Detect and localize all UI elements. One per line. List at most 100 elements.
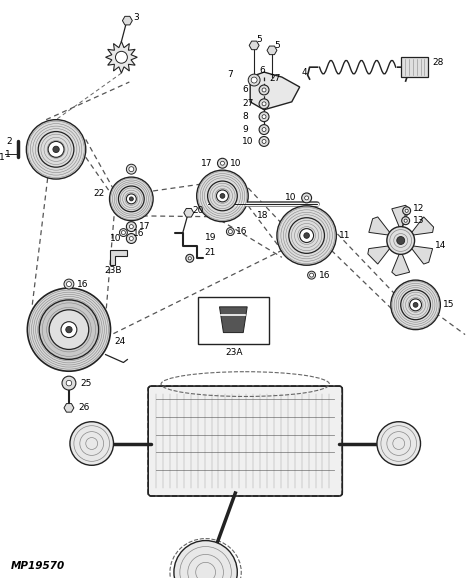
Circle shape: [259, 99, 269, 109]
Text: 6: 6: [259, 66, 265, 74]
Text: 22: 22: [94, 189, 105, 199]
Circle shape: [38, 131, 74, 167]
Circle shape: [262, 102, 266, 106]
Circle shape: [127, 194, 137, 204]
Circle shape: [118, 186, 144, 211]
Circle shape: [401, 290, 430, 320]
Circle shape: [121, 231, 126, 235]
Circle shape: [127, 222, 137, 232]
Circle shape: [66, 381, 72, 386]
Circle shape: [228, 229, 232, 234]
Circle shape: [127, 234, 137, 243]
Circle shape: [109, 177, 153, 221]
Circle shape: [188, 257, 191, 260]
Text: 27: 27: [242, 99, 254, 108]
Text: 18: 18: [257, 211, 269, 220]
Circle shape: [61, 322, 77, 338]
Circle shape: [220, 193, 225, 198]
Text: MP19570: MP19570: [10, 561, 65, 571]
Circle shape: [217, 190, 228, 202]
Circle shape: [27, 120, 86, 179]
Circle shape: [64, 279, 74, 289]
Circle shape: [218, 158, 228, 168]
Circle shape: [127, 164, 137, 174]
Text: 21: 21: [205, 248, 216, 257]
Text: 17: 17: [201, 159, 212, 168]
Circle shape: [251, 77, 257, 83]
Polygon shape: [122, 16, 132, 25]
Text: 16: 16: [77, 279, 88, 289]
Text: 26: 26: [79, 403, 90, 413]
Circle shape: [259, 137, 269, 146]
Text: 16: 16: [319, 271, 330, 279]
Circle shape: [129, 167, 134, 171]
Circle shape: [259, 112, 269, 121]
Text: 24: 24: [115, 337, 126, 346]
Text: 17: 17: [139, 222, 151, 231]
Text: 10: 10: [242, 137, 254, 146]
Circle shape: [410, 299, 421, 311]
Circle shape: [391, 280, 440, 329]
Circle shape: [262, 128, 266, 131]
Circle shape: [248, 74, 260, 86]
Circle shape: [208, 181, 237, 211]
Circle shape: [48, 141, 64, 157]
Circle shape: [62, 376, 76, 390]
Text: 16: 16: [133, 229, 145, 238]
Circle shape: [405, 209, 408, 213]
Text: 3: 3: [133, 13, 139, 22]
Text: 5: 5: [256, 35, 262, 44]
Circle shape: [277, 206, 337, 266]
Circle shape: [197, 170, 248, 222]
Text: 9: 9: [242, 125, 248, 134]
Circle shape: [413, 303, 418, 307]
Circle shape: [53, 146, 59, 153]
Polygon shape: [106, 41, 137, 73]
Circle shape: [387, 227, 415, 254]
Circle shape: [39, 300, 99, 359]
Text: 23B: 23B: [105, 266, 122, 275]
Polygon shape: [267, 46, 277, 55]
Polygon shape: [184, 209, 194, 217]
Circle shape: [401, 217, 410, 225]
Text: 27: 27: [269, 74, 280, 83]
Circle shape: [310, 273, 314, 277]
Text: 15: 15: [443, 300, 455, 309]
Polygon shape: [392, 250, 410, 275]
Circle shape: [119, 228, 128, 236]
Circle shape: [227, 228, 234, 235]
Text: 1: 1: [0, 153, 5, 162]
Circle shape: [259, 85, 269, 95]
Polygon shape: [64, 404, 74, 412]
Circle shape: [129, 236, 133, 241]
Text: 12: 12: [412, 205, 424, 213]
Circle shape: [66, 327, 72, 333]
Text: 25: 25: [81, 379, 92, 388]
Text: 2: 2: [7, 137, 12, 146]
Text: 19: 19: [205, 233, 216, 242]
Circle shape: [397, 236, 405, 245]
Circle shape: [308, 271, 316, 279]
Text: 1: 1: [5, 150, 10, 159]
Text: 28: 28: [432, 58, 444, 67]
Circle shape: [301, 193, 311, 203]
Bar: [401, 58, 428, 77]
Text: 10: 10: [285, 193, 296, 202]
Circle shape: [262, 88, 266, 92]
Text: 23A: 23A: [226, 348, 243, 357]
Circle shape: [220, 162, 224, 165]
Circle shape: [174, 540, 237, 581]
Polygon shape: [250, 72, 300, 110]
Circle shape: [186, 254, 194, 262]
Polygon shape: [368, 245, 392, 264]
Polygon shape: [369, 217, 392, 235]
Text: 16: 16: [237, 227, 248, 236]
Circle shape: [27, 288, 110, 371]
Text: 10: 10: [230, 159, 242, 168]
Circle shape: [259, 124, 269, 135]
Circle shape: [129, 225, 133, 228]
Polygon shape: [409, 217, 434, 235]
Circle shape: [289, 218, 325, 253]
Text: 4: 4: [301, 67, 307, 77]
Circle shape: [262, 139, 266, 144]
